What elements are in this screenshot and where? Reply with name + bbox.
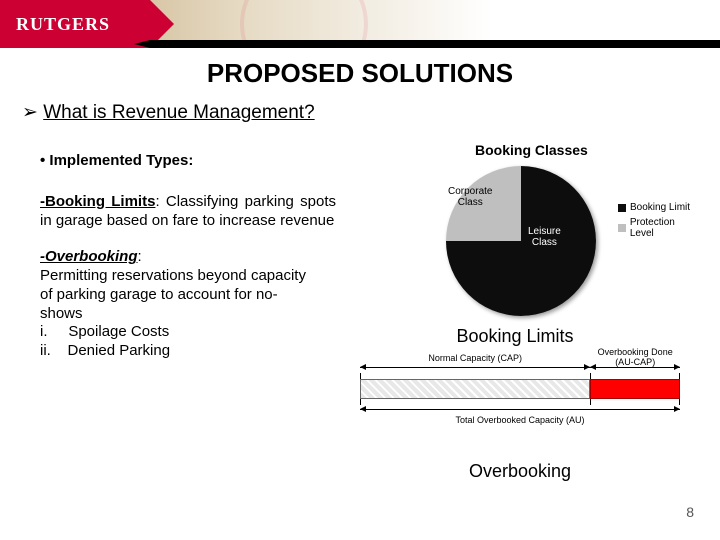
overbooking-bar-normal <box>360 379 590 399</box>
banner-stripe <box>150 40 720 48</box>
legend-label: Booking Limit <box>630 202 690 213</box>
body-columns: • Implemented Types: -Booking Limits: Cl… <box>0 152 720 482</box>
arrow-total-capacity <box>360 409 680 410</box>
legend-row: Protection Level <box>618 217 700 239</box>
booking-limits-title: -Booking Limits <box>40 193 155 210</box>
bullet-arrow-icon: ➢ <box>22 102 38 123</box>
overbooking-caption: Overbooking <box>360 461 680 482</box>
roman-i: i. Spoilage Costs <box>40 323 320 342</box>
label-total-capacity: Total Overbooked Capacity (AU) <box>360 415 680 425</box>
page-title: PROPOSED SOLUTIONS <box>0 58 720 89</box>
pie-chart-area: Booking Classes Corporate Class Leisure … <box>360 152 700 322</box>
overbooking-block: -Overbooking: Permitting reservations be… <box>40 248 360 361</box>
right-column: Booking Classes Corporate Class Leisure … <box>360 152 720 482</box>
slide: RUTGERS PROPOSED SOLUTIONS ➢ What is Rev… <box>0 0 720 540</box>
booking-limits-caption: Booking Limits <box>360 326 670 347</box>
page-number: 8 <box>686 504 694 520</box>
overbooking-bar-wrap: Normal Capacity (CAP) Overbooking Done (… <box>360 375 680 403</box>
subtitle-row: ➢ What is Revenue Management? <box>22 101 720 124</box>
legend-swatch <box>618 204 626 212</box>
label-normal-capacity: Normal Capacity (CAP) <box>360 353 590 363</box>
legend-row: Booking Limit <box>618 202 700 213</box>
pie-label-leisure: Leisure Class <box>528 226 561 248</box>
label-overbooking-done: Overbooking Done (AU-CAP) <box>590 347 680 367</box>
overbooking-chart-area: Normal Capacity (CAP) Overbooking Done (… <box>360 375 700 482</box>
overbooking-title: -Overbooking <box>40 248 138 265</box>
subtitle-text: What is Revenue Management? <box>43 102 314 123</box>
legend-label: Protection Level <box>630 217 700 239</box>
pie-label-corporate: Corporate Class <box>448 186 492 208</box>
booking-limits-block: -Booking Limits: Classifying parking spo… <box>40 193 360 231</box>
banner-logo-block: RUTGERS <box>0 0 150 48</box>
arrow-normal-capacity <box>360 367 590 368</box>
pie-title: Booking Classes <box>475 142 588 158</box>
legend-swatch <box>618 224 626 232</box>
left-column: • Implemented Types: -Booking Limits: Cl… <box>0 152 360 482</box>
overbooking-bar-over <box>590 379 680 399</box>
banner: RUTGERS <box>0 0 720 48</box>
pie-legend: Booking Limit Protection Level <box>618 202 700 243</box>
rutgers-logo: RUTGERS <box>16 14 110 35</box>
arrow-overbooking-done <box>590 367 680 368</box>
roman-ii: ii. Denied Parking <box>40 342 320 361</box>
implemented-types-heading: • Implemented Types: <box>40 152 360 171</box>
